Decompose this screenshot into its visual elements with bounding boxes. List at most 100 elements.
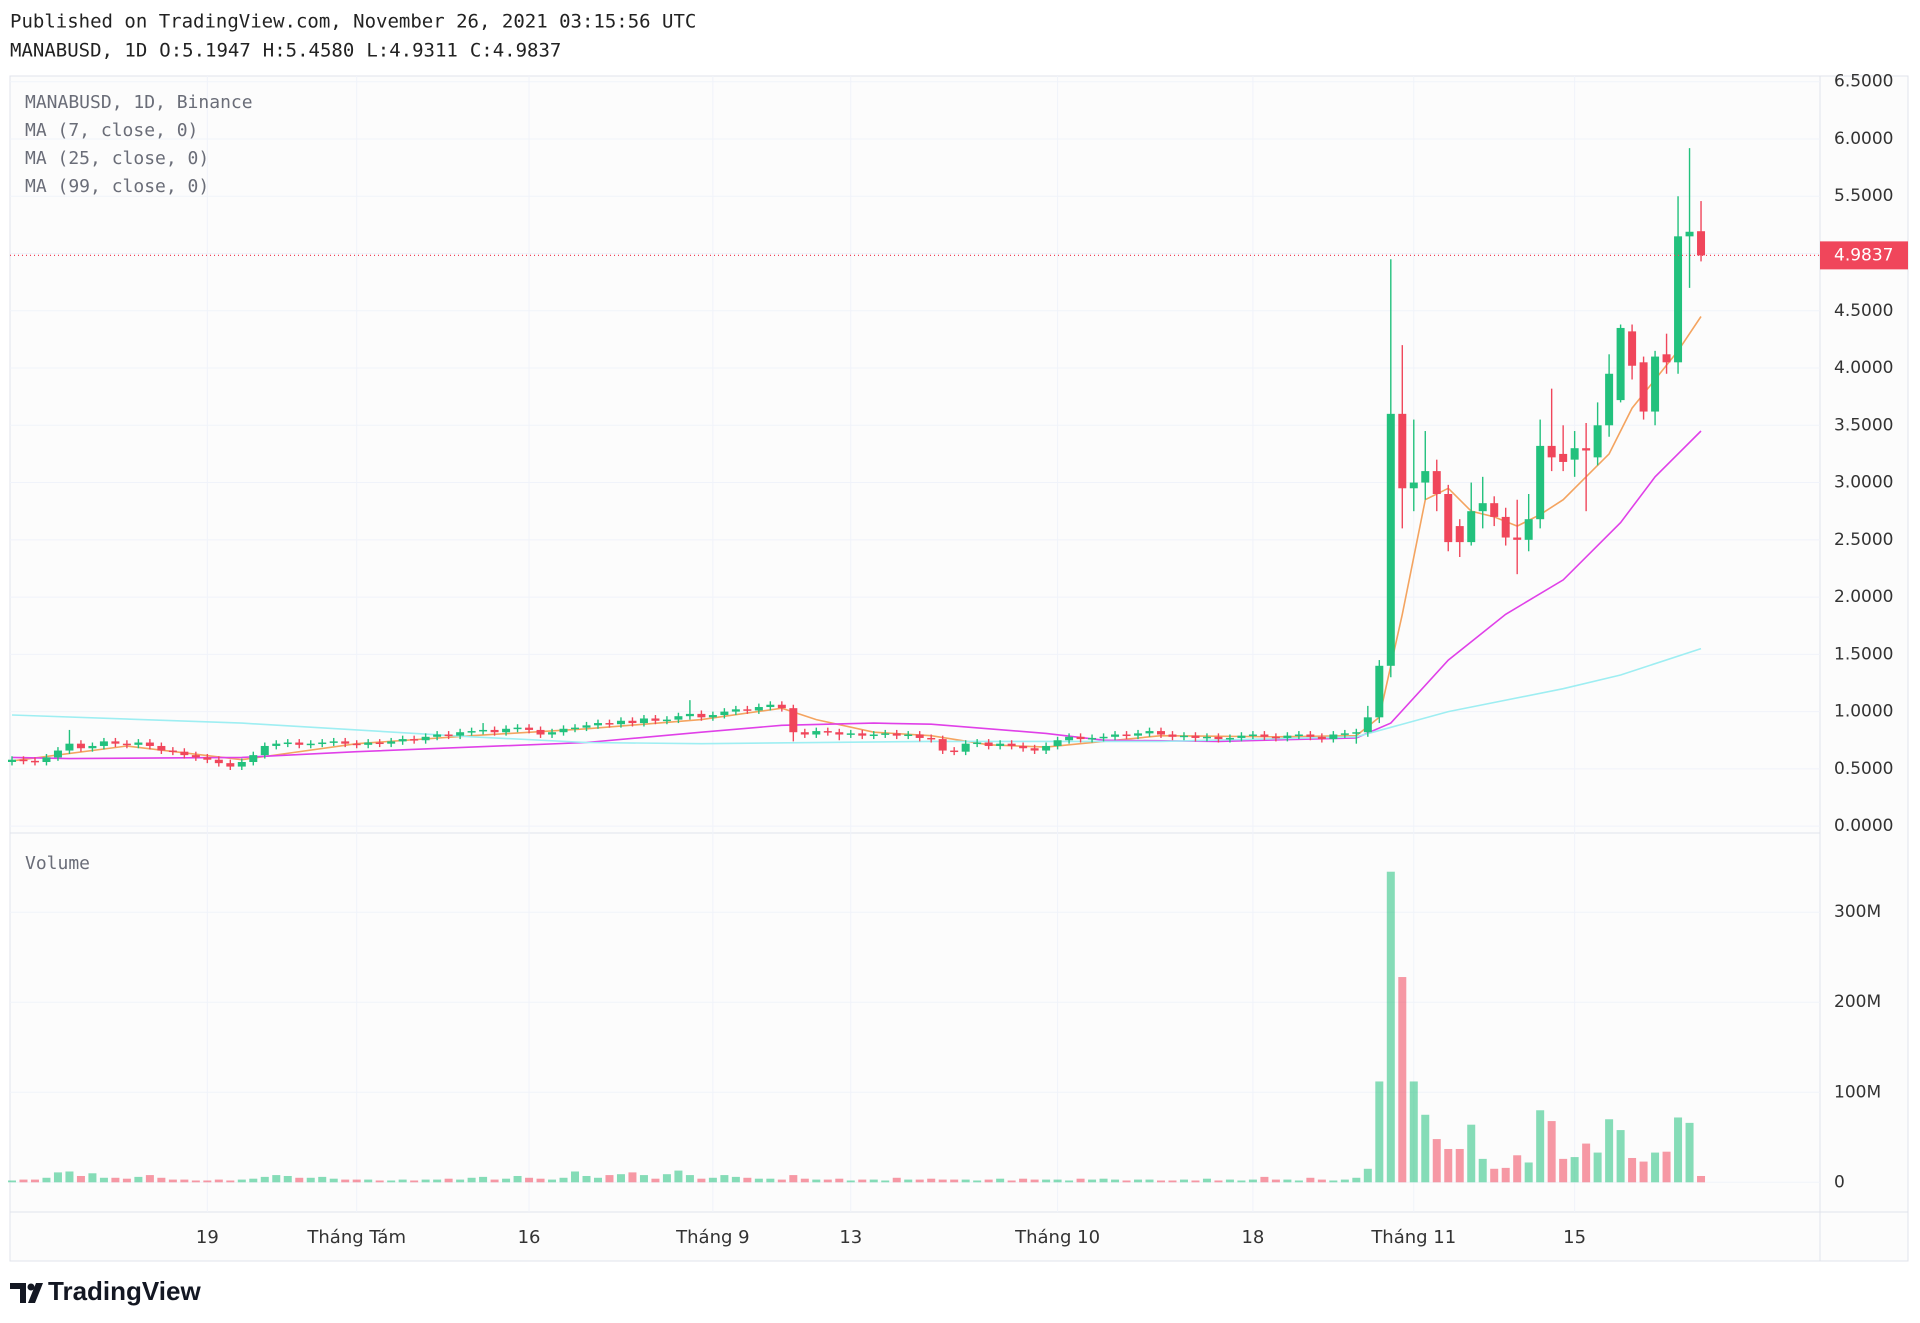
volume-bar: [433, 1179, 442, 1183]
volume-bar: [1455, 1148, 1464, 1183]
candle-body: [869, 734, 878, 737]
candle-body: [1570, 448, 1579, 460]
y-tick-label: 2.0000: [1834, 587, 1893, 607]
candle-body: [708, 715, 717, 718]
candle-body: [306, 743, 315, 746]
candle-body: [1260, 734, 1269, 737]
volume-bar: [1225, 1179, 1234, 1183]
candle-body: [1271, 736, 1280, 739]
symbol: MANABUSD, 1D: [10, 40, 147, 62]
candle-body: [605, 723, 614, 725]
volume-bar: [1559, 1158, 1568, 1183]
volume-bar: [1122, 1180, 1131, 1183]
candle-body: [1157, 731, 1165, 735]
logo-icon: [10, 1283, 43, 1303]
candle-body: [1214, 736, 1223, 740]
volume-bar: [984, 1179, 993, 1183]
candle-body: [1294, 734, 1303, 737]
candle-body: [8, 759, 16, 762]
candle-body: [639, 718, 648, 724]
volume-bar: [502, 1178, 511, 1183]
candle-body: [1134, 733, 1143, 736]
candle-body: [352, 743, 361, 746]
volume-bar: [1386, 871, 1395, 1183]
candle-body: [1593, 425, 1602, 458]
volume-bar: [1237, 1180, 1246, 1183]
candle-body: [1582, 448, 1591, 451]
candle-body: [754, 707, 763, 711]
volume-bar: [720, 1175, 729, 1183]
grid: [10, 76, 1820, 1212]
candle-body: [421, 736, 430, 741]
candle-body: [295, 742, 304, 745]
volume-bar: [915, 1179, 924, 1183]
candle-body: [122, 743, 131, 746]
volume-bar: [410, 1180, 419, 1183]
candle-body: [1651, 356, 1660, 412]
candle-body: [674, 716, 683, 720]
candle-body: [1340, 733, 1349, 735]
volume-bar: [1168, 1180, 1177, 1183]
candle-body: [996, 743, 1005, 746]
volume-bar: [364, 1179, 373, 1183]
volume-bar: [226, 1180, 235, 1183]
candle-body: [789, 708, 798, 733]
candle-body: [1674, 236, 1683, 363]
volume-bar: [1501, 1167, 1510, 1183]
candle-body: [387, 741, 396, 744]
candle-body: [904, 734, 913, 737]
candle-body: [1398, 413, 1407, 489]
candle-body: [1605, 373, 1614, 426]
volume-bar: [490, 1179, 499, 1183]
volume-bar: [835, 1178, 844, 1183]
candle-body: [1317, 736, 1326, 740]
volume-bar: [858, 1179, 867, 1183]
volume-bar: [1352, 1177, 1361, 1183]
volume-bar: [582, 1175, 591, 1183]
volume-bar: [674, 1170, 683, 1183]
y-tick-label: 1.5000: [1834, 644, 1893, 664]
candle-body: [582, 725, 591, 728]
volume-bar: [1662, 1151, 1671, 1183]
candle-body: [260, 745, 269, 756]
volume-bar: [479, 1176, 488, 1183]
candle-body: [490, 729, 499, 733]
volume-bar: [777, 1179, 786, 1183]
candle-body: [157, 745, 166, 751]
candle-body: [249, 755, 258, 762]
candle-body: [1455, 526, 1464, 543]
candle-body: [1329, 734, 1338, 740]
volume-bar: [1444, 1148, 1453, 1183]
candle-body: [341, 741, 350, 744]
volume-bar: [111, 1177, 120, 1183]
y2-tick-label: 0: [1834, 1172, 1845, 1192]
candle-body: [1065, 736, 1074, 741]
candle-body: [961, 743, 970, 752]
volume-bar: [1076, 1178, 1085, 1183]
candle-body: [398, 739, 407, 742]
volume-bar: [548, 1179, 557, 1183]
x-tick-label: 19: [196, 1227, 219, 1248]
y-tick-label: 6.5000: [1834, 72, 1893, 92]
volume-bar: [927, 1178, 936, 1183]
x-tick-label: 16: [518, 1227, 541, 1248]
candle-body: [1490, 503, 1499, 517]
volume-bar: [1398, 977, 1407, 1183]
volume-bar: [628, 1172, 637, 1183]
volume-bar: [444, 1178, 453, 1183]
volume-bar: [1685, 1122, 1694, 1183]
volume-bar: [1007, 1180, 1016, 1183]
candle-body: [628, 720, 637, 724]
candle-body: [915, 734, 924, 738]
volume-bar: [1570, 1157, 1579, 1183]
volume-bar: [973, 1180, 982, 1183]
y-tick-label: 0.0000: [1834, 816, 1893, 836]
candle-body: [1467, 511, 1476, 543]
candle-body: [1444, 494, 1453, 543]
volume-bar: [1248, 1179, 1257, 1183]
volume-bar: [1651, 1152, 1660, 1183]
volume-bar: [1019, 1178, 1028, 1183]
volume-bar: [134, 1176, 143, 1183]
volume-bar: [203, 1180, 212, 1183]
y-tick-label: 4.0000: [1834, 358, 1893, 378]
